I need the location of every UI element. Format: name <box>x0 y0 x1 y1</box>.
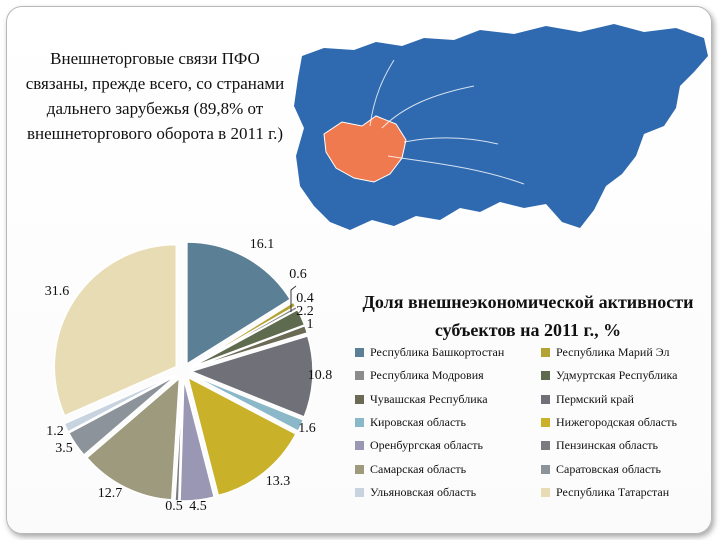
pie-slice <box>189 308 306 369</box>
legend-swatch <box>355 394 364 404</box>
pie-value-label: 12.7 <box>98 486 123 501</box>
legend-label: Удмуртская Республика <box>556 368 678 383</box>
legend-item: Кировская область <box>355 415 466 430</box>
legend-label: Республика Башкортостан <box>370 345 505 359</box>
pie-slice <box>174 378 184 502</box>
legend-label: Пермский край <box>556 391 634 406</box>
legend-swatch <box>355 487 364 497</box>
legend-label: Ульяновская область <box>370 484 477 499</box>
pie-value-label: 16.1 <box>250 237 275 252</box>
legend-item: Оренбургская область <box>355 438 483 453</box>
chart-title: Доля внешнеэкономической активности субъ… <box>362 292 694 340</box>
legend-item: Самарская область <box>355 462 466 477</box>
pie-slice <box>85 376 181 501</box>
legend-item: Нижегородская область <box>541 415 677 430</box>
russia-shape <box>294 24 708 230</box>
pie-value-label: 1.6 <box>298 421 316 436</box>
pie-slice <box>190 324 309 370</box>
legend-label: Чувашская Республика <box>370 391 488 406</box>
trade-route-line <box>403 137 499 145</box>
legend-label: Саратовская область <box>556 461 662 476</box>
legend-swatch <box>355 417 364 427</box>
legend-swatch <box>541 394 550 404</box>
pie-slice <box>67 374 177 457</box>
legend-swatch <box>541 441 550 451</box>
legend-swatch <box>541 464 550 474</box>
pie-value-label: 3.5 <box>55 441 73 456</box>
legend-swatch <box>355 464 364 474</box>
legend-item: Пермский край <box>541 392 634 407</box>
legend-label: Пензинская область <box>556 438 658 453</box>
legend-item: Республика Татарстан <box>541 485 669 500</box>
legend-swatch <box>355 441 364 451</box>
pie-value-label: 2.2 <box>296 304 314 319</box>
pie-value-label: 31.6 <box>45 284 70 299</box>
pie-value-label: 0.5 <box>165 499 183 514</box>
pie-value-label: 0.6 <box>289 267 307 282</box>
legend-label: Кировская область <box>370 414 467 429</box>
legend-item: Республика Башкортостан <box>355 345 504 360</box>
legend-label: Оренбургская область <box>370 438 483 453</box>
legend-swatch <box>541 371 550 381</box>
trade-route-line <box>387 155 525 185</box>
legend-item: Ульяновская область <box>355 485 476 500</box>
legend-swatch <box>541 417 550 427</box>
legend-item: Саратовская область <box>541 462 661 477</box>
legend-label: Самарская область <box>370 461 467 476</box>
legend-label: Республика Марий Эл <box>556 345 670 359</box>
legend-item: Удмуртская Республика <box>541 368 678 383</box>
pie-value-label: 1 <box>307 317 314 332</box>
pie-slice <box>189 373 305 433</box>
legend-swatch <box>355 348 364 357</box>
pie-slice <box>186 241 292 366</box>
intro-text: Внешнеторговые связи ПФО связаны, прежде… <box>25 49 285 143</box>
legend-swatch <box>541 348 550 357</box>
legend-item: Чувашская Республика <box>355 392 488 407</box>
pie-value-label: 1.2 <box>46 424 64 439</box>
legend-item: Пензинская область <box>541 438 658 453</box>
legend-swatch <box>355 371 364 381</box>
pie-value-label: 0.4 <box>296 291 314 306</box>
pie-slice <box>63 373 177 433</box>
pie-slice <box>53 243 178 417</box>
pie-slice <box>179 378 216 502</box>
pie-value-label: 13.3 <box>266 474 291 489</box>
label-leader-line <box>290 285 297 312</box>
pie-slice <box>188 334 314 418</box>
trade-route-line <box>381 85 475 129</box>
trade-route-line <box>369 59 395 127</box>
pie-slice <box>186 375 297 497</box>
legend-swatch <box>541 487 550 497</box>
legend-item: Республика Модровия <box>355 368 484 383</box>
legend-label: Республика Татарстан <box>556 484 670 499</box>
legend-item: Республика Марий Эл <box>541 345 670 360</box>
pie-value-label: 10.8 <box>308 368 333 383</box>
legend-label: Республика Модровия <box>370 368 484 383</box>
russia-map <box>294 24 708 230</box>
legend-label: Нижегородская область <box>556 414 677 429</box>
pie-value-label: 4.5 <box>189 499 207 514</box>
pie-chart: 16.1 0.6 0.42.21 10.8 1.6 13.3 4.5 0.5 12.7 3.5 1.… <box>45 237 333 514</box>
